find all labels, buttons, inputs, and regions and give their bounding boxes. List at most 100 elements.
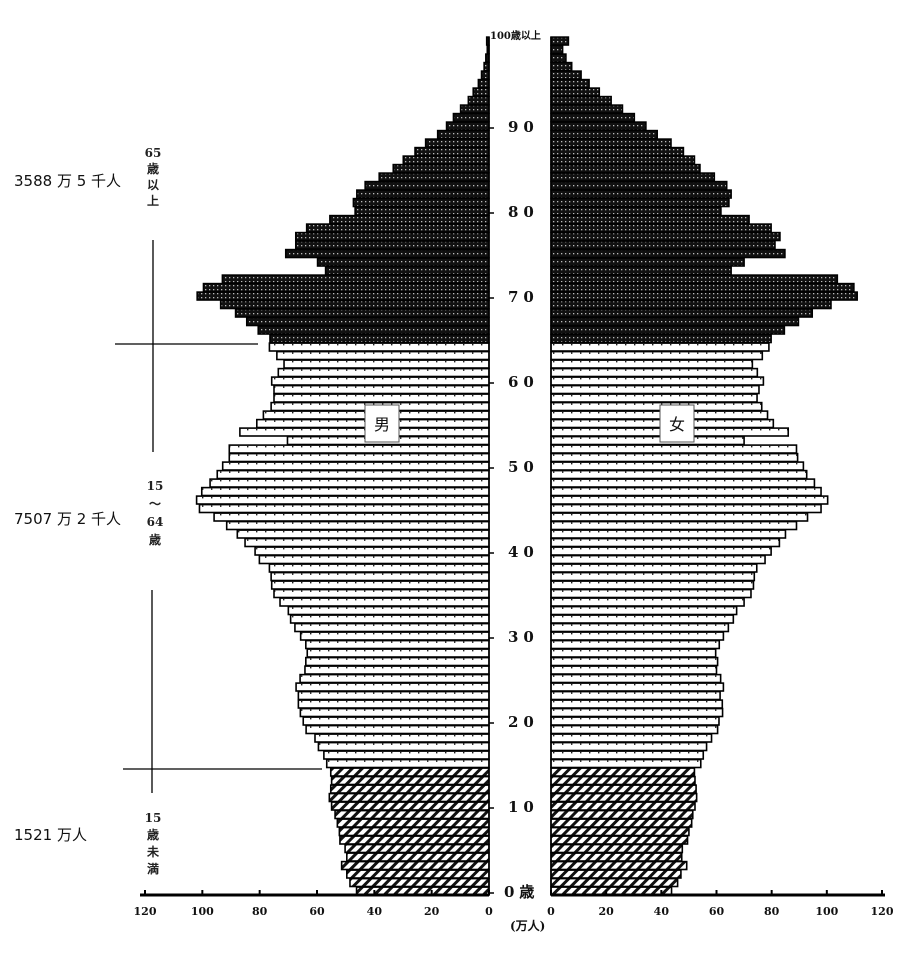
bar-female-age-98 xyxy=(550,53,567,63)
male-label: 男 xyxy=(374,415,390,434)
bar-female-age-52 xyxy=(550,444,798,454)
bar-female-age-30 xyxy=(550,631,725,641)
bar-male-age-71 xyxy=(202,282,490,293)
x-tick-label-female: 100 xyxy=(815,905,838,918)
bar-female-age-6 xyxy=(550,835,689,845)
bar-male-age-92 xyxy=(459,104,490,114)
bar-female-age-3 xyxy=(550,860,688,871)
bar-male-age-14 xyxy=(329,767,490,777)
female-label: 女 xyxy=(669,415,685,434)
bar-female-age-27 xyxy=(550,656,719,667)
bar-male-age-66 xyxy=(257,325,490,335)
bar-male-age-32 xyxy=(289,614,490,624)
bar-male-age-80 xyxy=(354,206,490,216)
bar-female-age-51 xyxy=(550,452,799,463)
bar-male-age-9 xyxy=(334,809,490,820)
bar-female-age-37 xyxy=(550,571,756,582)
bar-male-age-70 xyxy=(196,291,490,301)
bar-female-age-4 xyxy=(550,852,683,862)
x-tick-label-male: 120 xyxy=(134,905,157,918)
bar-female-age-7 xyxy=(550,826,690,837)
group-label-line: 上 xyxy=(147,193,159,208)
bar-female-age-23 xyxy=(550,690,721,701)
bar-male-age-19 xyxy=(305,724,490,735)
bar-female-age-14 xyxy=(550,767,696,777)
bar-male-age-31 xyxy=(294,622,490,633)
bar-male-age-50 xyxy=(221,461,490,471)
bar-male-age-16 xyxy=(323,750,490,760)
bar-female-age-17 xyxy=(550,741,708,752)
bar-male-age-8 xyxy=(336,818,490,828)
bar-male-age-27 xyxy=(305,656,490,667)
bar-female-age-19 xyxy=(550,724,719,735)
bar-male-age-88 xyxy=(424,138,490,148)
bar-female-age-56 xyxy=(550,410,769,420)
group-label-65plus: 65 歳 以 上 xyxy=(145,146,162,208)
bar-female-age-25 xyxy=(550,673,722,684)
x-tick-label-female: 80 xyxy=(764,905,780,918)
age-label: 30 xyxy=(508,628,539,646)
bar-female-age-66 xyxy=(550,325,786,335)
bar-male-age-34 xyxy=(279,597,490,607)
bar-female-age-68 xyxy=(550,308,814,318)
bar-female-age-29 xyxy=(550,639,721,650)
bar-female-age-77 xyxy=(550,231,781,242)
bar-female-age-41 xyxy=(550,537,781,548)
bar-male-age-26 xyxy=(304,665,490,675)
group-label-line: 歳 xyxy=(149,532,161,547)
bar-male-age-41 xyxy=(244,537,490,548)
bar-female-age-86 xyxy=(550,155,696,165)
bar-male-age-37 xyxy=(270,571,490,582)
bar-female-age-2 xyxy=(550,869,682,879)
bar-male-age-84 xyxy=(378,172,490,182)
group-label-under15: 15 歳 未 満 xyxy=(145,811,162,876)
bar-female-age-8 xyxy=(550,818,693,828)
age-label: 60 xyxy=(508,373,539,391)
bar-female-age-35 xyxy=(550,588,752,599)
age-label: 70 xyxy=(508,288,539,306)
bar-male-age-58 xyxy=(273,393,490,403)
bar-female-age-9 xyxy=(550,809,694,820)
bar-female-age-58 xyxy=(550,393,758,403)
top-age-label: 100歳以上 xyxy=(490,29,541,42)
bar-female-age-57 xyxy=(550,401,763,412)
bar-female-age-43 xyxy=(550,520,798,531)
group-label-line: 未 xyxy=(146,844,159,859)
group-label-line: 15 xyxy=(147,479,164,493)
bar-male-age-7 xyxy=(338,826,490,837)
bar-female-age-15 xyxy=(550,758,702,769)
male-label-box xyxy=(364,404,400,443)
bar-female-age-11 xyxy=(550,792,698,803)
bar-male-age-64 xyxy=(268,342,490,352)
bar-female-age-44 xyxy=(550,512,809,522)
bar-male-age-72 xyxy=(221,274,490,284)
bar-female-age-5 xyxy=(550,843,684,854)
bar-female-age-92 xyxy=(550,104,624,114)
bar-male-age-82 xyxy=(356,189,490,199)
bar-male-age-10 xyxy=(330,801,490,811)
x-tick-label-female: 60 xyxy=(709,905,725,918)
bar-male-age-21 xyxy=(299,707,490,718)
bar-male-age-13 xyxy=(330,775,490,786)
bar-male-age-3 xyxy=(340,860,490,871)
bar-male-age-83 xyxy=(364,180,490,191)
bar-female-age-78 xyxy=(550,223,772,233)
group-label-line: 満 xyxy=(147,861,159,876)
bar-male-age-49 xyxy=(216,469,490,480)
bar-male-age-79 xyxy=(329,214,490,225)
bar-female-age-13 xyxy=(550,775,696,786)
x-tick-label-male: 0 xyxy=(485,905,493,918)
bar-male-age-17 xyxy=(317,741,490,752)
bar-female-age-95 xyxy=(550,78,590,89)
bar-male-age-59 xyxy=(273,384,490,395)
group-label-line: 歳 xyxy=(147,161,159,176)
bar-male-age-47 xyxy=(200,486,490,497)
bar-female-age-28 xyxy=(550,648,717,658)
group-label-line: 〜 xyxy=(149,497,161,511)
x-axis-ticks: 120 100 80 60 40 20 0 0 20 40 60 80 100 120 xyxy=(134,890,894,918)
bar-male-age-81 xyxy=(352,197,490,208)
bar-female-age-87 xyxy=(550,146,685,157)
bar-female-age-89 xyxy=(550,129,658,140)
age-label: 20 xyxy=(508,713,539,731)
